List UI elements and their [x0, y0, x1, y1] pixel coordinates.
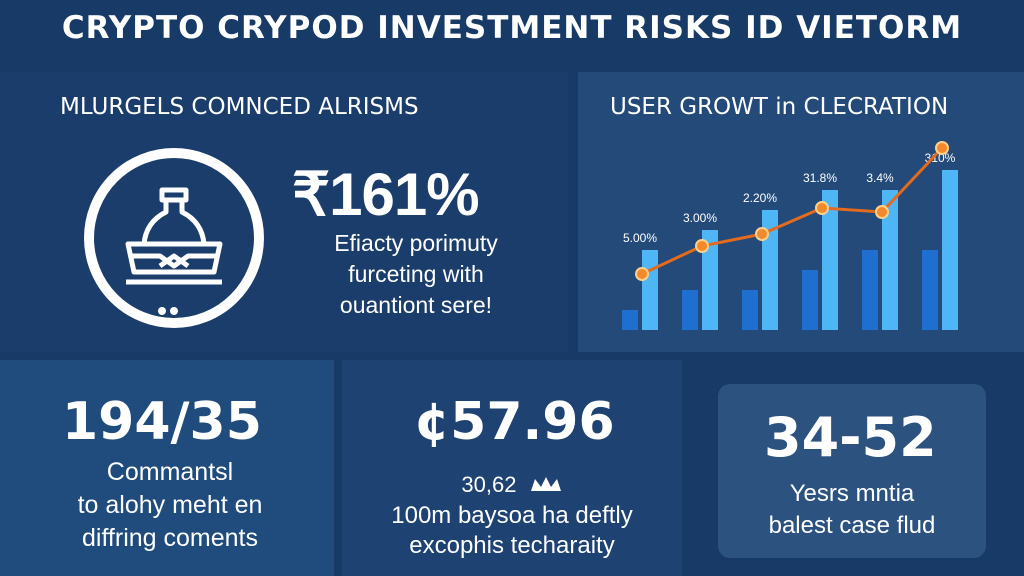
- bar-s1-3: [742, 290, 758, 330]
- stat-tile-3: [718, 384, 986, 558]
- bar-s2-6: [942, 170, 958, 330]
- bar-s1-4: [802, 270, 818, 330]
- bar-s2-2: [702, 230, 718, 330]
- bar-s2-4: [822, 190, 838, 330]
- bar-s1-1: [622, 310, 638, 330]
- data-label-5: 3.4%: [866, 171, 894, 185]
- tile2-caption: 30,62 100m baysoa ha deftly excophis tec…: [391, 471, 633, 560]
- page-title: CRYPTO CRYPOD INVESTMENT RISKS ID VIETOR…: [61, 10, 963, 46]
- tile2-value: ¢57.96: [414, 392, 615, 452]
- bar-s1-2: [682, 290, 698, 330]
- ship-icon: [84, 148, 264, 328]
- tile3-caption: Yesrs mntia balest case flud: [768, 480, 936, 539]
- bar-s1-6: [922, 250, 938, 330]
- line-point-3: [755, 227, 769, 241]
- data-label-3: 2.20%: [743, 191, 777, 205]
- data-label-6: 310%: [925, 151, 956, 165]
- bar-s2-1: [642, 250, 658, 330]
- line-point-5: [875, 205, 889, 219]
- bar-s2-5: [882, 190, 898, 330]
- crown-icon: [529, 471, 563, 501]
- tile1-value: 194/35: [62, 392, 262, 452]
- tile3-value: 34-52: [764, 406, 937, 469]
- line-point-4: [815, 201, 829, 215]
- tile2-subvalue: 30,62: [461, 472, 517, 497]
- summary-heading: MLURGELS COMNCED ALRISMS: [60, 94, 419, 120]
- summary-description: Efiacty porimuty furceting with ouantion…: [334, 230, 498, 318]
- bar-s1-5: [862, 250, 878, 330]
- bar-s2-3: [762, 210, 778, 330]
- line-point-2: [695, 239, 709, 253]
- stat-tile-2: [342, 360, 682, 576]
- growth-chart: 5.00% 3.00% 2.20% 31.8% 3.4% 310%: [622, 141, 958, 330]
- data-label-4: 31.8%: [803, 171, 837, 185]
- data-label-1: 5.00%: [623, 231, 657, 245]
- tile1-caption: Commantsl to alohy meht en diffring come…: [77, 458, 263, 552]
- line-point-6: [935, 141, 949, 155]
- chart-title: USER GROWT in CLECRATION: [610, 94, 949, 120]
- data-label-2: 3.00%: [683, 211, 717, 225]
- stat-tile-1: [0, 360, 334, 576]
- growth-line: [641, 146, 944, 276]
- big-percentage: ₹161%: [292, 161, 480, 228]
- pager-dots: [158, 302, 178, 320]
- line-point-1: [635, 267, 649, 281]
